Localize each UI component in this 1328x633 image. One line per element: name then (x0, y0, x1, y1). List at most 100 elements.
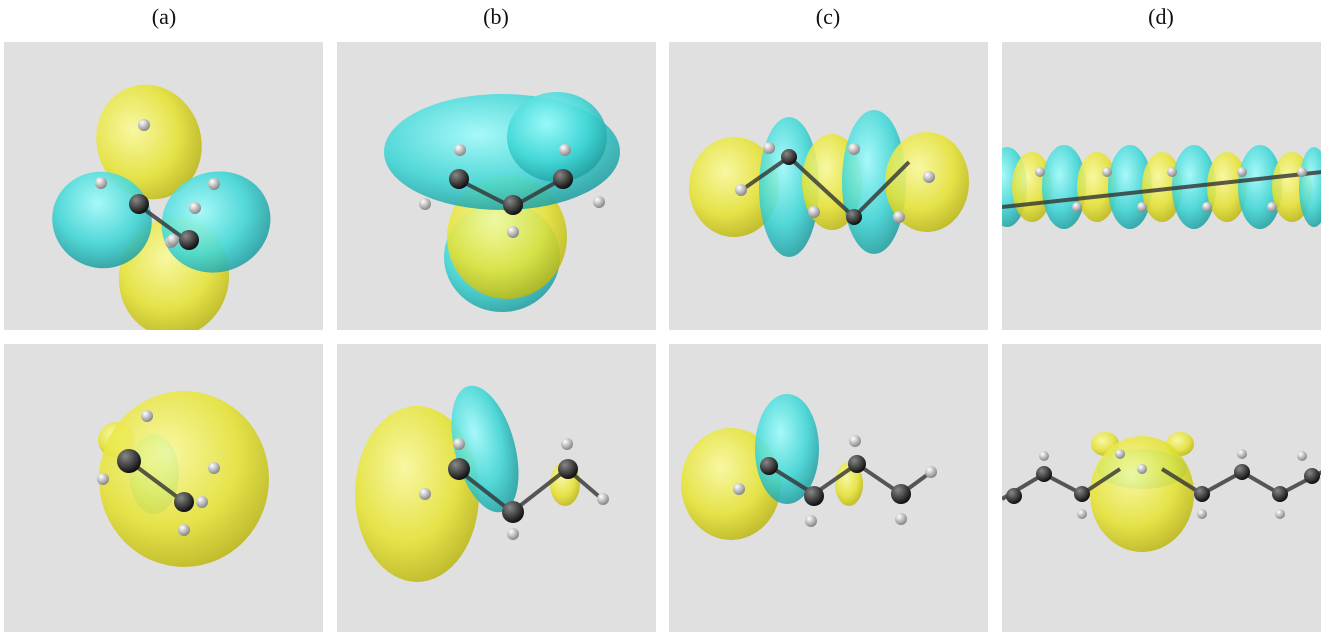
hydrogen-atom (893, 211, 905, 223)
panel-label: (a) (152, 4, 176, 29)
positive-lobe (355, 406, 479, 582)
hydrogen-atom (1267, 202, 1277, 212)
hydrogen-atom (925, 466, 937, 478)
hydrogen-atom (735, 184, 747, 196)
hydrogen-atom (1072, 202, 1082, 212)
carbon-atom (117, 449, 141, 473)
bond (737, 155, 791, 194)
molecule (1002, 432, 1321, 552)
hydrogen-atom (419, 198, 431, 210)
orbital-image (4, 344, 323, 632)
carbon-atom (1194, 486, 1210, 502)
hydrogen-atom (141, 410, 153, 422)
hydrogen-atom (419, 488, 431, 500)
negative-lobe (755, 394, 819, 504)
hydrogen-atom (1297, 167, 1307, 177)
hydrogen-atom (1237, 167, 1247, 177)
hydrogen-atom (805, 515, 817, 527)
carbon-atom (558, 459, 578, 479)
hydrogen-atom (189, 202, 201, 214)
negative-lobe (759, 117, 819, 257)
orbital-image (1002, 42, 1321, 330)
hydrogen-atom (196, 496, 208, 508)
carbon-atom (174, 492, 194, 512)
panel-label: (b) (483, 4, 509, 29)
hydrogen-atom (208, 462, 220, 474)
molecule (689, 110, 969, 257)
hydrogen-atom (1202, 202, 1212, 212)
hydrogen-atom (507, 226, 519, 238)
carbon-atom (1234, 464, 1250, 480)
hydrogen-atom (454, 144, 466, 156)
carbon-atom (760, 457, 778, 475)
hydrogen-atom (733, 483, 745, 495)
hydrogen-atom (208, 178, 220, 190)
positive-lobe (1207, 152, 1247, 222)
carbon-atom (1006, 488, 1022, 504)
carbon-atom (1304, 468, 1320, 484)
hydrogen-atom (1167, 167, 1177, 177)
hydrogen-atom (1275, 509, 1285, 519)
carbon-atom (891, 484, 911, 504)
hydrogen-atom (453, 438, 465, 450)
molecule (681, 394, 937, 540)
negative-lobe (507, 92, 607, 182)
carbon-atom (503, 195, 523, 215)
orbital-image (669, 42, 988, 330)
positive-lobe (96, 84, 202, 200)
molecule (355, 385, 609, 582)
negative-lobe (52, 171, 152, 269)
hydrogen-atom (895, 513, 907, 525)
panel-label: (d) (1148, 4, 1174, 29)
orbital-image (4, 42, 323, 330)
hydrogen-atom (1077, 509, 1087, 519)
hydrogen-atom (1115, 449, 1125, 459)
hydrogen-atom (849, 435, 861, 447)
positive-lobe (1090, 436, 1194, 552)
hydrogen-atom (1137, 202, 1147, 212)
hydrogen-atom (95, 177, 107, 189)
carbon-atom (804, 486, 824, 506)
carbon-atom (449, 169, 469, 189)
orbital-image (337, 42, 656, 330)
carbon-atom (553, 169, 573, 189)
bond (787, 155, 856, 219)
orbital-image (1002, 344, 1321, 632)
molecule (52, 84, 271, 330)
hydrogen-atom (178, 524, 190, 536)
bond (852, 160, 911, 219)
hydrogen-atom (1039, 451, 1049, 461)
hydrogen-atom (561, 438, 573, 450)
carbon-atom (848, 455, 866, 473)
hydrogen-atom (507, 528, 519, 540)
hydrogen-atom (1297, 451, 1307, 461)
hydrogen-atom (1137, 464, 1147, 474)
carbon-atom (846, 209, 862, 225)
panel-labels: (a) (b) (c) (d) (152, 4, 1174, 29)
hydrogen-atom (923, 171, 935, 183)
hydrogen-atom (1197, 509, 1207, 519)
hydrogen-atom (808, 206, 820, 218)
negative-lobe (451, 385, 519, 513)
carbon-atom (129, 194, 149, 214)
hydrogen-atom (138, 119, 150, 131)
orbital-image (337, 344, 656, 632)
panel-label: (c) (816, 4, 840, 29)
hydrogen-atom (1237, 449, 1247, 459)
carbon-atom (448, 458, 470, 480)
positive-lobe (99, 391, 269, 567)
molecule (384, 92, 620, 312)
hydrogen-atom (97, 473, 109, 485)
hydrogen-atom (559, 144, 571, 156)
hydrogen-atom (597, 493, 609, 505)
carbon-atom (1272, 486, 1288, 502)
molecule (97, 391, 269, 567)
orbital-image (669, 344, 988, 632)
hydrogen-atom (1102, 167, 1112, 177)
negative-lobe (1299, 147, 1321, 227)
hydrogen-atom (848, 143, 860, 155)
carbon-atom (781, 149, 797, 165)
carbon-atom (502, 501, 524, 523)
carbon-atom (1036, 466, 1052, 482)
